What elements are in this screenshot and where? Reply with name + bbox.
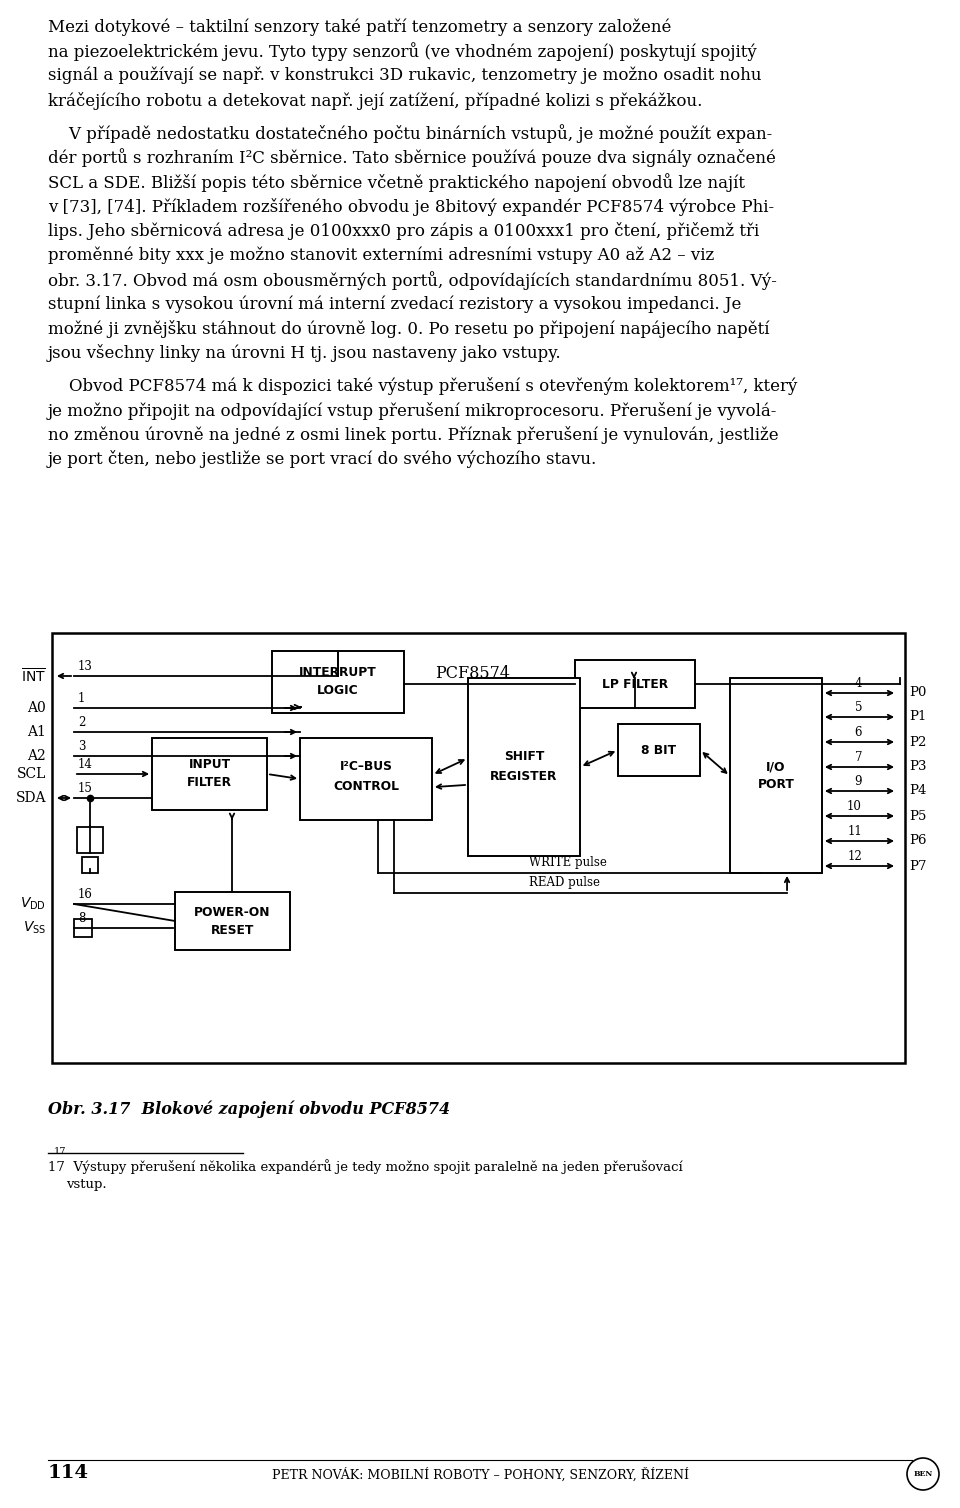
- Bar: [52, 633, 905, 1063]
- Text: obr. 3.17. Obvod má osm obousměrných portů, odpovídajících standardnímu 8051. Vý: obr. 3.17. Obvod má osm obousměrných por…: [48, 271, 777, 290]
- Text: P6: P6: [909, 834, 926, 847]
- Text: 7: 7: [854, 751, 862, 765]
- Text: vstup.: vstup.: [66, 1178, 107, 1191]
- Text: jsou všechny linky na úrovni H tj. jsou nastaveny jako vstupy.: jsou všechny linky na úrovni H tj. jsou …: [48, 344, 562, 362]
- Text: Obvod PCF8574 má k dispozici také výstup přerušení s otevřeným kolektorem¹⁷, kte: Obvod PCF8574 má k dispozici také výstup…: [48, 377, 798, 395]
- Text: P5: P5: [909, 810, 926, 822]
- Text: 13: 13: [78, 661, 93, 673]
- Bar: [74, 918, 92, 936]
- Text: lips. Jeho sběrnicová adresa je 0100xxx0 pro zápis a 0100xxx1 pro čtení, přičemž: lips. Jeho sběrnicová adresa je 0100xxx0…: [48, 222, 759, 240]
- Text: SCL: SCL: [16, 768, 46, 781]
- Text: no změnou úrovně na jedné z osmi linek portu. Příznak přerušení je vynulován, je: no změnou úrovně na jedné z osmi linek p…: [48, 425, 779, 443]
- Text: kráčejícího robotu a detekovat např. její zatížení, případné kolizi s překážkou.: kráčejícího robotu a detekovat např. jej…: [48, 92, 703, 110]
- Text: 6: 6: [854, 725, 862, 739]
- Text: PORT: PORT: [757, 778, 795, 792]
- Text: LOGIC: LOGIC: [317, 685, 359, 698]
- Text: INPUT: INPUT: [188, 759, 230, 772]
- Text: 4: 4: [854, 677, 862, 691]
- Text: 17: 17: [54, 1148, 66, 1157]
- Text: PCF8574: PCF8574: [435, 665, 510, 682]
- Text: 114: 114: [48, 1464, 89, 1482]
- Text: RESET: RESET: [211, 923, 254, 936]
- Text: 10: 10: [847, 801, 862, 813]
- Text: 3: 3: [78, 740, 85, 752]
- Text: je možno připojit na odpovídající vstup přerušení mikroprocesoru. Přerušení je v: je možno připojit na odpovídající vstup …: [48, 401, 778, 419]
- Text: Obr. 3.17  Blokové zapojení obvodu PCF8574: Obr. 3.17 Blokové zapojení obvodu PCF857…: [48, 1101, 450, 1119]
- Text: 8: 8: [78, 912, 85, 924]
- Text: LP FILTER: LP FILTER: [602, 677, 668, 691]
- Bar: [575, 661, 695, 707]
- Bar: [618, 724, 700, 777]
- Text: SCL a SDE. Bližší popis této sběrnice včetně praktického napojení obvodů lze naj: SCL a SDE. Bližší popis této sběrnice vč…: [48, 173, 745, 192]
- Text: v [73], [74]. Příkladem rozšířeného obvodu je 8bitový expandér PCF8574 výrobce P: v [73], [74]. Příkladem rozšířeného obvo…: [48, 198, 774, 216]
- Text: 1: 1: [78, 692, 85, 706]
- Text: P2: P2: [909, 736, 926, 748]
- Text: $\overline{\rm INT}$: $\overline{\rm INT}$: [21, 667, 46, 685]
- Text: FILTER: FILTER: [187, 777, 232, 790]
- Text: V případě nedostatku dostatečného počtu binárních vstupů, je možné použít expan-: V případě nedostatku dostatečného počtu …: [48, 124, 772, 143]
- Text: 5: 5: [854, 701, 862, 713]
- Text: 11: 11: [848, 825, 862, 838]
- Text: stupní linka s vysokou úrovní má interní zvedací rezistory a vysokou impedanci. : stupní linka s vysokou úrovní má interní…: [48, 296, 741, 314]
- Text: REGISTER: REGISTER: [491, 771, 558, 784]
- Text: na piezoelektrickém jevu. Tyto typy senzorů (ve vhodném zapojení) poskytují spoj: na piezoelektrickém jevu. Tyto typy senz…: [48, 42, 756, 62]
- Text: READ pulse: READ pulse: [529, 876, 600, 890]
- Text: P7: P7: [909, 860, 926, 873]
- Text: PETR NOVÁK: MOBILNÍ ROBOTY – POHONY, SENZORY, ŘÍZENÍ: PETR NOVÁK: MOBILNÍ ROBOTY – POHONY, SEN…: [272, 1467, 688, 1482]
- Text: P3: P3: [909, 760, 926, 774]
- Text: 16: 16: [78, 888, 93, 900]
- Text: P4: P4: [909, 784, 926, 798]
- Text: signál a používají se např. v konstrukci 3D rukavic, tenzometry je možno osadit : signál a používají se např. v konstrukci…: [48, 66, 761, 84]
- Text: A0: A0: [27, 701, 46, 715]
- Bar: [175, 893, 290, 950]
- Text: SHIFT: SHIFT: [504, 751, 544, 763]
- Text: SDA: SDA: [15, 792, 46, 805]
- Text: možné ji zvnějšku stáhnout do úrovně log. 0. Po resetu po připojení napájecího n: možné ji zvnějšku stáhnout do úrovně log…: [48, 320, 770, 338]
- Text: 12: 12: [848, 851, 862, 863]
- Text: INTERRUPT: INTERRUPT: [300, 667, 377, 680]
- Text: I²C–BUS: I²C–BUS: [340, 760, 393, 774]
- Text: dér portů s rozhraním I²C sběrnice. Tato sběrnice používá pouze dva signály ozna: dér portů s rozhraním I²C sběrnice. Tato…: [48, 148, 776, 167]
- Text: P1: P1: [909, 710, 926, 724]
- Text: $V_{\rm DD}$: $V_{\rm DD}$: [20, 896, 46, 912]
- Text: I/O: I/O: [766, 760, 785, 774]
- Text: POWER-ON: POWER-ON: [194, 905, 271, 918]
- Text: BEN: BEN: [913, 1470, 932, 1478]
- Bar: [730, 679, 822, 873]
- Text: 17  Výstupy přerušení několika expandérů je tedy možno spojit paralelně na jeden: 17 Výstupy přerušení několika expandérů …: [48, 1160, 683, 1173]
- Text: 14: 14: [78, 759, 93, 771]
- Text: CONTROL: CONTROL: [333, 781, 399, 793]
- Bar: [77, 826, 103, 854]
- Bar: [468, 679, 580, 857]
- Text: P0: P0: [909, 686, 926, 700]
- Text: 8 BIT: 8 BIT: [641, 743, 677, 757]
- Text: proměnné bity xxx je možno stanovit externími adresními vstupy A0 až A2 – viz: proměnné bity xxx je možno stanovit exte…: [48, 246, 714, 264]
- Text: A2: A2: [27, 749, 46, 763]
- Text: 2: 2: [78, 716, 85, 728]
- Bar: [300, 737, 432, 820]
- Text: $V_{\rm SS}$: $V_{\rm SS}$: [23, 920, 46, 936]
- Text: je port čten, nebo jestliže se port vrací do svého výchozího stavu.: je port čten, nebo jestliže se port vrac…: [48, 451, 597, 469]
- Bar: [82, 857, 98, 873]
- Text: Mezi dotykové – taktilní senzory také patří tenzometry a senzory založené: Mezi dotykové – taktilní senzory také pa…: [48, 18, 671, 36]
- Text: A1: A1: [27, 725, 46, 739]
- Bar: [152, 737, 267, 810]
- Text: 15: 15: [78, 783, 93, 795]
- Text: 9: 9: [854, 775, 862, 789]
- Text: WRITE pulse: WRITE pulse: [529, 857, 607, 869]
- Bar: [272, 651, 404, 713]
